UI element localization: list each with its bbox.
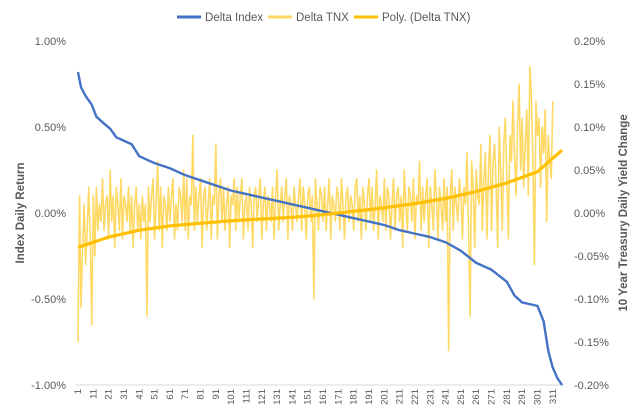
x-tick-label: 91 — [211, 389, 222, 400]
legend: Delta Index Delta TNX Poly. (Delta TNX) — [177, 12, 471, 24]
x-tick-label: 301 — [532, 389, 543, 405]
y-right-tick-label: 0.15% — [574, 79, 605, 91]
y-left-tick-label: 1.00% — [35, 36, 66, 48]
x-tick-label: 81 — [196, 389, 207, 400]
x-tick-label: 311 — [548, 389, 559, 404]
x-tick-label: 191 — [364, 389, 375, 405]
x-tick-label: 71 — [180, 389, 191, 400]
x-tick-label: 211 — [395, 389, 406, 404]
x-tick-label: 201 — [379, 389, 390, 405]
y-right-tick-label: -0.10% — [574, 294, 609, 306]
y-right-tick-label: -0.15% — [574, 337, 609, 349]
x-tick-label: 131 — [272, 389, 283, 405]
series-layer — [76, 66, 564, 386]
y-right-tick-label: 0.05% — [574, 165, 605, 177]
y-left-tick-label: -1.00% — [31, 380, 66, 392]
y-left-tick-label: 0.50% — [35, 122, 66, 134]
x-tick-label: 241 — [441, 389, 452, 405]
x-tick-label: 61 — [165, 389, 176, 400]
x-tick-label: 111 — [241, 389, 252, 403]
x-tick-label: 141 — [287, 389, 298, 405]
y-right-tick-label: 0.20% — [574, 36, 605, 48]
x-tick-label: 221 — [410, 389, 421, 405]
x-tick-label: 101 — [226, 389, 237, 405]
x-tick-label: 181 — [349, 389, 360, 405]
series-line-delta-index — [76, 71, 563, 386]
x-axis-ticks: 1 11 21 31 41 51 61 71 81 91 101 111 121 131 141 151 161… — [73, 389, 559, 405]
x-tick-label: 271 — [487, 389, 498, 405]
x-tick-label: 151 — [303, 389, 314, 405]
y-axis-right-ticks: 0.20% 0.15% 0.10% 0.05% 0.00% -0.05% -0.10% -0.… — [574, 36, 609, 392]
legend-label-poly-trend: Poly. (Delta TNX) — [382, 12, 471, 24]
x-tick-label: 261 — [471, 389, 482, 405]
x-tick-label: 171 — [333, 389, 344, 405]
legend-label-delta-tnx: Delta TNX — [296, 12, 349, 24]
x-tick-label: 31 — [119, 389, 130, 400]
y-left-tick-label: -0.50% — [31, 294, 66, 306]
x-tick-label: 51 — [150, 389, 161, 400]
y-right-tick-label: -0.20% — [574, 380, 609, 392]
x-tick-label: 231 — [425, 389, 436, 405]
x-tick-label: 1 — [73, 389, 84, 394]
x-tick-label: 161 — [318, 389, 329, 405]
x-tick-label: 251 — [456, 389, 467, 405]
x-tick-label: 41 — [134, 389, 145, 400]
y-right-tick-label: 0.10% — [574, 122, 605, 134]
x-tick-label: 281 — [502, 389, 513, 405]
y-axis-left-ticks: 1.00% 0.50% 0.00% -0.50% -1.00% — [31, 36, 66, 392]
y-axis-right-title: 10 Year Treasury Daily Yield Change — [618, 114, 630, 311]
x-tick-label: 11 — [88, 389, 99, 399]
y-left-tick-label: 0.00% — [35, 208, 66, 220]
legend-label-delta-index: Delta Index — [205, 12, 263, 24]
y-axis-left-title: Index Daily Return — [15, 163, 27, 264]
y-right-tick-label: 0.00% — [574, 208, 605, 220]
series-line-delta-tnx — [77, 66, 554, 352]
x-tick-label: 21 — [104, 389, 115, 400]
series-line-poly-trend — [77, 149, 564, 249]
y-right-tick-label: -0.05% — [574, 251, 609, 263]
x-tick-label: 291 — [517, 389, 528, 405]
x-tick-label: 121 — [257, 389, 268, 405]
